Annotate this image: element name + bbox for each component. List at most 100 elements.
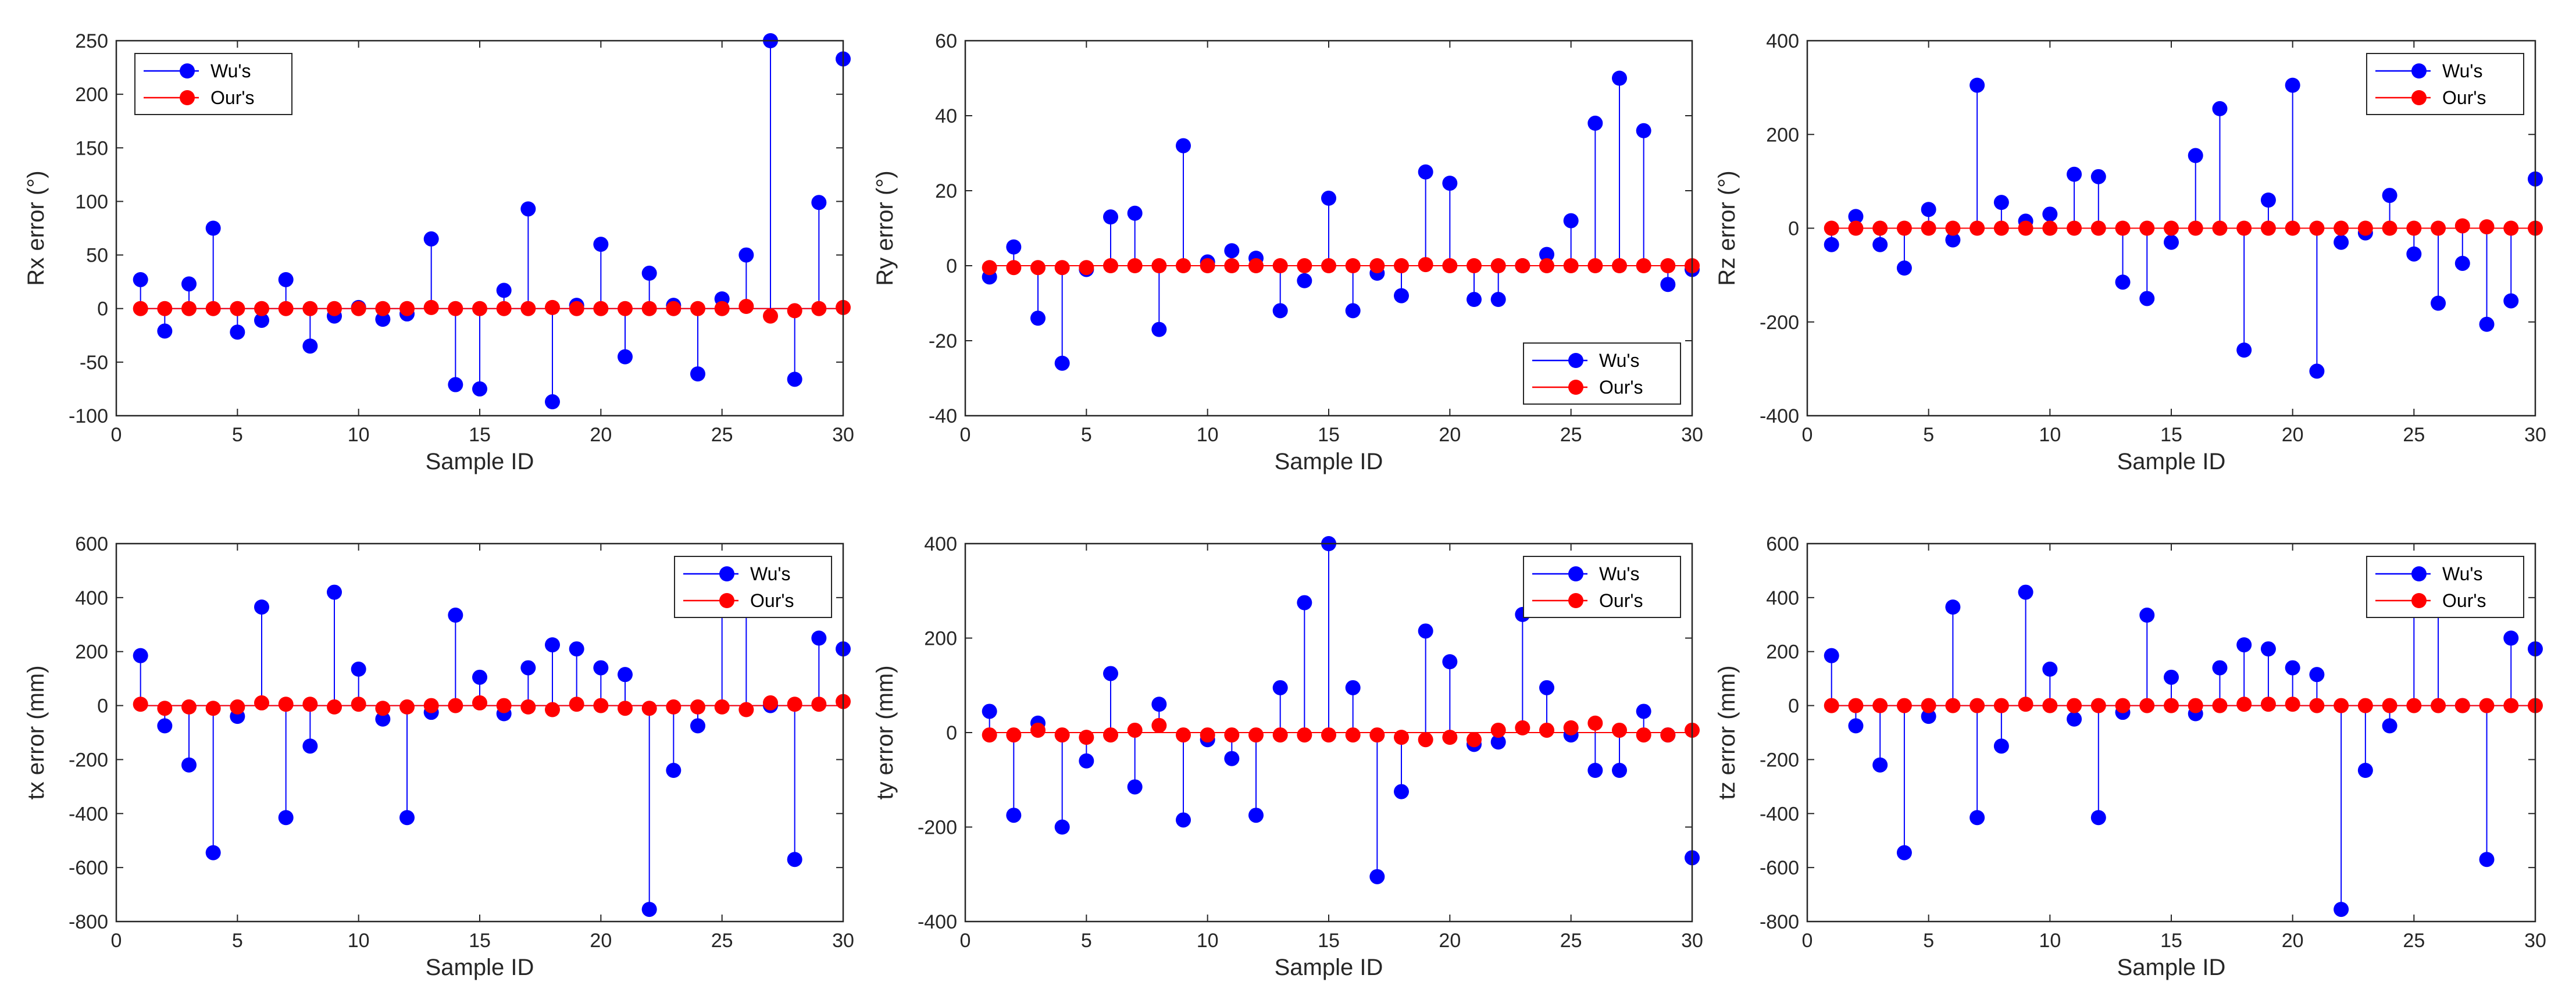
y-tick-label: 400 <box>924 533 957 555</box>
x-tick-label: 10 <box>2039 424 2061 446</box>
y-tick-label: -200 <box>1760 312 1799 334</box>
y-tick-label: 50 <box>86 245 108 267</box>
data-point <box>1297 595 1312 610</box>
data-point <box>1321 258 1336 273</box>
data-point <box>2503 220 2519 236</box>
data-point <box>763 308 778 324</box>
y-tick-label: -200 <box>918 817 957 839</box>
data-point <box>690 699 705 715</box>
y-tick-label: 250 <box>75 30 108 52</box>
data-point <box>1945 220 1961 236</box>
data-point <box>1030 260 1046 276</box>
data-point <box>1321 190 1336 206</box>
x-tick-label: 25 <box>711 424 733 446</box>
data-point <box>1824 698 1839 713</box>
data-point <box>1563 720 1579 735</box>
data-point <box>982 704 997 719</box>
y-tick-label: -200 <box>1760 749 1799 771</box>
data-point <box>2285 77 2300 93</box>
data-point <box>496 301 512 316</box>
legend-marker <box>180 90 195 105</box>
legend-entry: Wu's <box>2442 60 2483 81</box>
data-point <box>2236 697 2252 712</box>
data-point <box>2236 637 2252 653</box>
data-point <box>545 299 560 315</box>
data-point <box>1272 727 1288 743</box>
data-point <box>1394 730 1409 745</box>
data-point <box>1103 258 1118 273</box>
y-tick-label: 400 <box>1766 30 1799 52</box>
data-point <box>1848 209 1864 224</box>
data-point <box>641 902 657 917</box>
data-point <box>375 312 391 327</box>
data-point <box>2260 697 2276 712</box>
data-point <box>1490 722 1506 738</box>
data-point <box>545 637 560 653</box>
y-tick-label: 40 <box>935 105 957 127</box>
data-point <box>1921 220 1936 236</box>
data-point <box>982 260 997 276</box>
y-tick-label: 200 <box>75 641 108 663</box>
data-point <box>1006 808 1022 823</box>
y-tick-label: 200 <box>75 84 108 106</box>
y-axis-label: ty error (mm) <box>872 665 898 799</box>
legend: Wu's Our's <box>1523 556 1681 618</box>
data-point <box>2334 220 2349 236</box>
x-tick-label: 10 <box>2039 930 2061 952</box>
data-point <box>2212 220 2228 236</box>
data-point <box>1824 648 1839 663</box>
data-point <box>2454 218 2470 234</box>
data-point <box>327 699 342 715</box>
y-tick-label: 200 <box>924 628 957 650</box>
x-tick-label: 5 <box>232 930 243 952</box>
data-point <box>1612 70 1627 86</box>
data-point <box>2236 342 2252 358</box>
x-tick-label: 0 <box>111 424 122 446</box>
data-point <box>1539 247 1554 262</box>
data-point <box>2139 220 2155 236</box>
data-point <box>302 697 318 712</box>
data-point <box>181 699 197 715</box>
data-point <box>1872 757 1888 773</box>
data-point <box>618 301 633 316</box>
legend-box <box>674 556 832 618</box>
data-point <box>1151 322 1167 337</box>
data-point <box>1103 209 1118 225</box>
data-point <box>1896 260 1912 276</box>
data-point <box>399 301 415 316</box>
x-axis-label: Sample ID <box>1275 955 1383 980</box>
data-point <box>1824 237 1839 252</box>
x-tick-label: 20 <box>2282 930 2304 952</box>
y-tick-label: 200 <box>1766 124 1799 146</box>
data-point <box>375 301 391 316</box>
data-point <box>302 738 318 754</box>
data-point <box>2067 166 2082 182</box>
data-point <box>230 324 245 340</box>
data-point <box>302 301 318 316</box>
data-point <box>472 695 487 710</box>
x-tick-label: 30 <box>832 930 854 952</box>
data-point <box>1127 258 1143 273</box>
legend-box <box>2366 556 2524 618</box>
axes-frame <box>964 542 1693 923</box>
data-point <box>1272 680 1288 695</box>
data-point <box>157 701 173 716</box>
data-point <box>1660 277 1676 292</box>
chart-panel-4: 0 5 10 15 20 25 30 -800 -600 -400 -200 0 200 400 600 Sa… <box>23 533 854 980</box>
data-point <box>205 845 221 860</box>
data-point <box>520 699 536 715</box>
data-point <box>1660 727 1676 743</box>
x-tick-label: 15 <box>1318 930 1340 952</box>
data-point <box>1490 258 1506 273</box>
data-point <box>2431 220 2446 236</box>
x-tick-label: 30 <box>832 424 854 446</box>
data-point <box>2260 192 2276 208</box>
x-tick-label: 10 <box>348 930 370 952</box>
data-point <box>1054 260 1070 276</box>
data-point <box>1442 176 1458 191</box>
y-tick-label: -20 <box>929 330 957 352</box>
data-point <box>2431 295 2446 311</box>
data-point <box>520 301 536 316</box>
data-point <box>1321 727 1336 743</box>
data-point <box>1612 763 1627 778</box>
